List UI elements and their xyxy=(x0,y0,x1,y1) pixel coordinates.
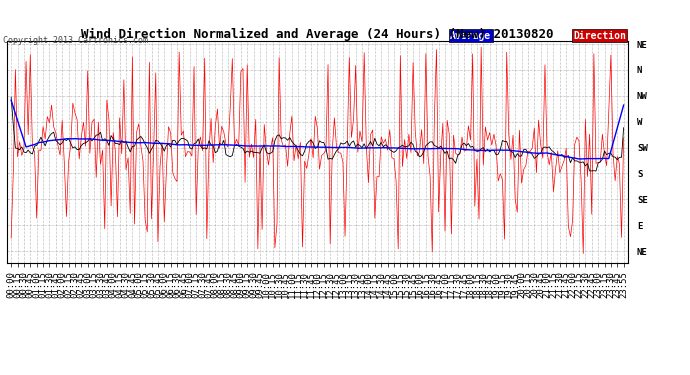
Title: Wind Direction Normalized and Average (24 Hours) (New) 20130820: Wind Direction Normalized and Average (2… xyxy=(81,28,553,41)
Text: Direction: Direction xyxy=(573,31,626,41)
Text: Average: Average xyxy=(450,31,491,41)
Text: Copyright 2013 Cartronics.com: Copyright 2013 Cartronics.com xyxy=(3,36,148,45)
